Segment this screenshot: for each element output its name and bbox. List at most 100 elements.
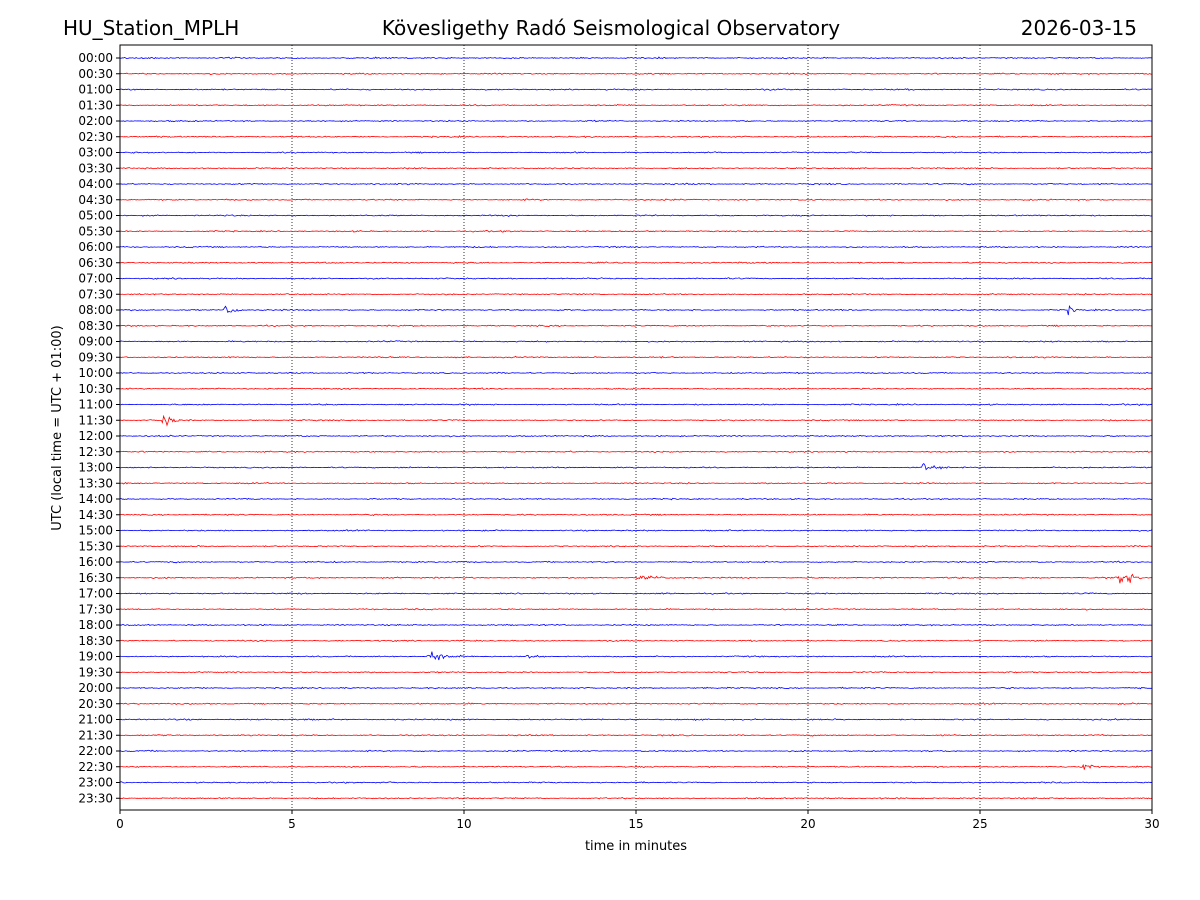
y-tick-label: 16:30 — [78, 571, 113, 585]
trace-row — [119, 371, 1153, 375]
y-tick-label: 19:30 — [78, 665, 113, 679]
trace-row — [119, 387, 1153, 391]
y-tick-label: 04:30 — [78, 193, 113, 207]
y-tick-label: 17:30 — [78, 602, 113, 616]
trace-row — [119, 797, 1153, 800]
y-axis-label: UTC (local time = UTC + 01:00) — [50, 325, 65, 530]
y-tick-label: 14:00 — [78, 492, 113, 506]
x-tick-label: 30 — [1144, 817, 1159, 831]
y-tick-label: 18:30 — [78, 634, 113, 648]
x-axis-label: time in minutes — [585, 839, 687, 854]
trace-row — [119, 702, 1153, 706]
trace-row — [119, 733, 1153, 737]
y-tick-label: 09:00 — [78, 335, 113, 349]
y-tick-label: 00:30 — [78, 67, 113, 81]
y-tick-label: 13:30 — [78, 476, 113, 490]
y-tick-label: 21:30 — [78, 728, 113, 742]
trace-row — [119, 749, 1153, 753]
y-tick-label: 11:00 — [78, 398, 113, 412]
y-tick-label: 18:00 — [78, 618, 113, 632]
trace-row — [119, 623, 1153, 627]
y-tick-label: 05:00 — [78, 209, 113, 223]
y-tick-label: 08:30 — [78, 319, 113, 333]
trace-row — [119, 718, 1153, 721]
trace-row — [119, 560, 1153, 564]
y-tick-label: 04:00 — [78, 177, 113, 191]
trace-row — [119, 481, 1153, 485]
y-tick-label: 02:00 — [78, 114, 113, 128]
y-tick-label: 12:00 — [78, 429, 113, 443]
y-tick-label: 08:00 — [78, 303, 113, 317]
x-tick-label: 5 — [288, 817, 296, 831]
seismic-traces — [119, 56, 1153, 800]
x-tick-label: 15 — [628, 817, 643, 831]
y-tick-label: 15:30 — [78, 539, 113, 553]
x-tick-label: 20 — [800, 817, 815, 831]
y-tick-label: 22:30 — [78, 760, 113, 774]
y-tick-label: 03:30 — [78, 161, 113, 175]
y-tick-label: 21:00 — [78, 713, 113, 727]
y-tick-label: 10:00 — [78, 366, 113, 380]
y-tick-label: 01:30 — [78, 98, 113, 112]
y-tick-label: 22:00 — [78, 744, 113, 758]
x-tick-labels: 0 5 10 15 20 25 30 — [116, 810, 1160, 831]
trace-row — [119, 781, 1153, 784]
trace-row — [120, 182, 1153, 186]
trace-row — [119, 305, 1153, 316]
y-tick-label: 15:00 — [78, 524, 113, 538]
trace-row — [119, 763, 1153, 770]
trace-row — [119, 529, 1153, 532]
y-tick-label: 16:00 — [78, 555, 113, 569]
y-tick-label: 09:30 — [78, 350, 113, 364]
y-tick-label: 07:30 — [78, 287, 113, 301]
x-tick-label: 10 — [456, 817, 471, 831]
trace-row — [119, 261, 1153, 264]
y-tick-label: 19:00 — [78, 650, 113, 664]
y-tick-label: 17:00 — [78, 587, 113, 601]
y-tick-label: 05:30 — [78, 224, 113, 238]
trace-row — [119, 103, 1153, 107]
y-tick-label: 23:30 — [78, 791, 113, 805]
trace-row — [119, 607, 1153, 611]
trace-row — [119, 214, 1153, 217]
y-tick-label: 01:00 — [78, 83, 113, 97]
trace-row — [119, 450, 1153, 454]
y-tick-label: 12:30 — [78, 445, 113, 459]
x-tick-label: 0 — [116, 817, 124, 831]
station-title: HU_Station_MPLH — [63, 16, 239, 40]
y-tick-label: 20:30 — [78, 697, 113, 711]
y-tick-label: 23:00 — [78, 776, 113, 790]
trace-row — [119, 434, 1153, 438]
y-tick-label: 14:30 — [78, 508, 113, 522]
observatory-title: Kövesligethy Radó Seismological Observat… — [382, 16, 840, 40]
trace-row — [119, 151, 1153, 154]
trace-row — [119, 292, 1153, 296]
trace-row — [119, 402, 1153, 406]
trace-row — [119, 671, 1153, 674]
trace-row — [119, 340, 1153, 343]
y-tick-label: 06:00 — [78, 240, 113, 254]
y-tick-label: 10:30 — [78, 382, 113, 396]
trace-row — [119, 56, 1153, 60]
trace-row — [119, 229, 1153, 233]
trace-row — [119, 686, 1153, 690]
trace-row — [119, 497, 1153, 501]
trace-row — [119, 639, 1153, 643]
trace-row — [119, 245, 1153, 249]
trace-row — [119, 544, 1153, 548]
y-tick-label: 00:00 — [78, 51, 113, 65]
trace-row — [119, 324, 1153, 328]
trace-row — [119, 119, 1153, 123]
vertical-gridlines — [291, 45, 981, 810]
trace-row — [119, 651, 1153, 661]
trace-row — [119, 72, 1153, 76]
trace-row — [119, 167, 1153, 170]
trace-row — [119, 198, 1153, 202]
trace-row — [119, 135, 1153, 139]
date-title: 2026-03-15 — [1021, 16, 1137, 40]
trace-row — [119, 462, 1153, 471]
x-tick-label: 25 — [972, 817, 987, 831]
trace-row — [119, 277, 1153, 280]
y-tick-label: 20:00 — [78, 681, 113, 695]
